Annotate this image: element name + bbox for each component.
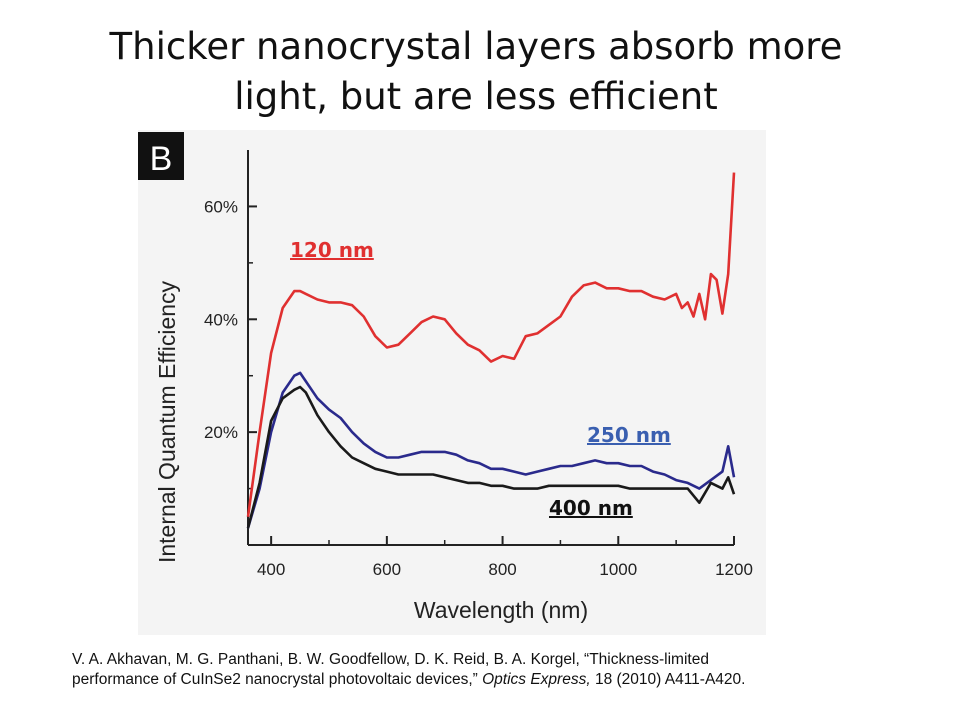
x-tick-label: 600: [373, 560, 401, 579]
panel-label: B: [150, 140, 173, 178]
x-axis-label: Wavelength (nm): [414, 597, 588, 623]
slide-title-line-1: Thicker nanocrystal layers absorb more: [109, 25, 843, 68]
y-axis-label: Internal Quantum Efficiency: [154, 280, 180, 563]
citation-journal: Optics Express,: [482, 671, 591, 688]
y-tick-label: 60%: [204, 197, 238, 216]
y-tick-label: 20%: [204, 423, 238, 442]
slide-title-line-2: light, but are less efficient: [234, 75, 718, 118]
slide-title: Thicker nanocrystal layers absorb more l…: [60, 22, 892, 122]
series-line-250-nm: [246, 371, 736, 529]
x-tick-label: 1000: [599, 560, 637, 579]
x-tick-label: 800: [488, 560, 516, 579]
panel-label-badge: B: [138, 132, 184, 180]
series-label-400-nm: 400 nm: [549, 496, 633, 520]
citation-line-2-text: performance of CuInSe2 nanocrystal photo…: [72, 671, 483, 688]
figure-panel: B 400 600 800 1000 1200 20% 40% 60% 120 nm 250 nm…: [138, 130, 766, 635]
x-tick-label: 1200: [715, 560, 753, 579]
panel-label-box: [138, 132, 184, 180]
citation-line-2: performance of CuInSe2 nanocrystal photo…: [72, 671, 745, 688]
series-label-250-nm: 250 nm: [587, 423, 671, 447]
series-label-120-nm: 120 nm: [290, 238, 374, 262]
series-line-400-nm: [246, 385, 736, 529]
citation: V. A. Akhavan, M. G. Panthani, B. W. Goo…: [72, 650, 912, 690]
y-tick-label: 40%: [204, 310, 238, 329]
iqe-chart: B 400 600 800 1000 1200 20% 40% 60% 120 nm 250 nm…: [138, 132, 753, 623]
x-tick-label: 400: [257, 560, 285, 579]
citation-line-2-tail: 18 (2010) A411-A420.: [590, 671, 746, 688]
series-line-120-nm: [246, 172, 736, 517]
plot-area: 400 600 800 1000 1200 20% 40% 60% 120 nm 250 nm 40…: [204, 150, 753, 579]
citation-line-1: V. A. Akhavan, M. G. Panthani, B. W. Goo…: [72, 651, 709, 668]
